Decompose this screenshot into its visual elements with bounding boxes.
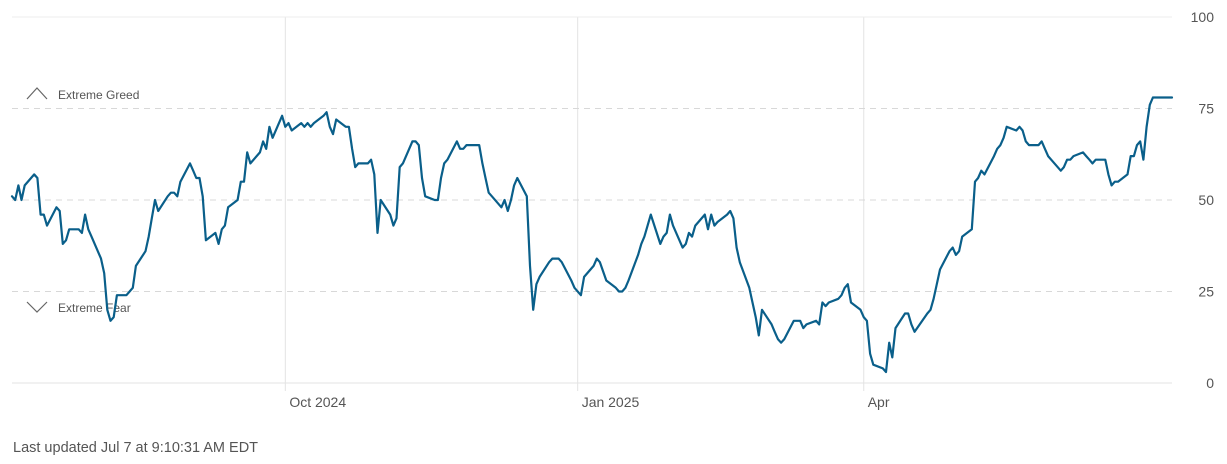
chevron-down-icon: [26, 301, 48, 313]
y-tick-label: 25: [1198, 284, 1214, 300]
zone-labels: Extreme Greed Extreme Fear: [26, 87, 139, 315]
x-tick-label: Jan 2025: [582, 394, 640, 410]
extreme-greed-label: Extreme Greed: [58, 88, 139, 102]
axes: Oct 2024 Jan 2025 Apr 0 25 50 75 100: [289, 9, 1214, 410]
series: [10, 96, 1174, 374]
y-tick-label: 75: [1198, 101, 1214, 117]
last-updated-text: Last updated Jul 7 at 9:10:31 AM EDT: [13, 440, 259, 456]
x-tick-label: Apr: [868, 394, 890, 410]
grid: [12, 16, 1172, 391]
y-tick-label: 100: [1191, 9, 1215, 25]
extreme-fear-label: Extreme Fear: [58, 301, 131, 315]
chart-svg: Extreme Greed Extreme Fear Oct 2024 Jan 2…: [10, 9, 1214, 410]
fear-greed-chart: Extreme Greed Extreme Fear Oct 2024 Jan 2…: [10, 9, 1214, 410]
y-tick-label: 0: [1206, 375, 1214, 391]
x-tick-label: Oct 2024: [289, 394, 346, 410]
extreme-fear-zone: Extreme Fear: [26, 301, 131, 315]
extreme-greed-zone: Extreme Greed: [26, 87, 139, 102]
y-tick-label: 50: [1198, 192, 1214, 208]
chevron-up-icon: [26, 87, 48, 100]
series-line: [10, 96, 1174, 374]
